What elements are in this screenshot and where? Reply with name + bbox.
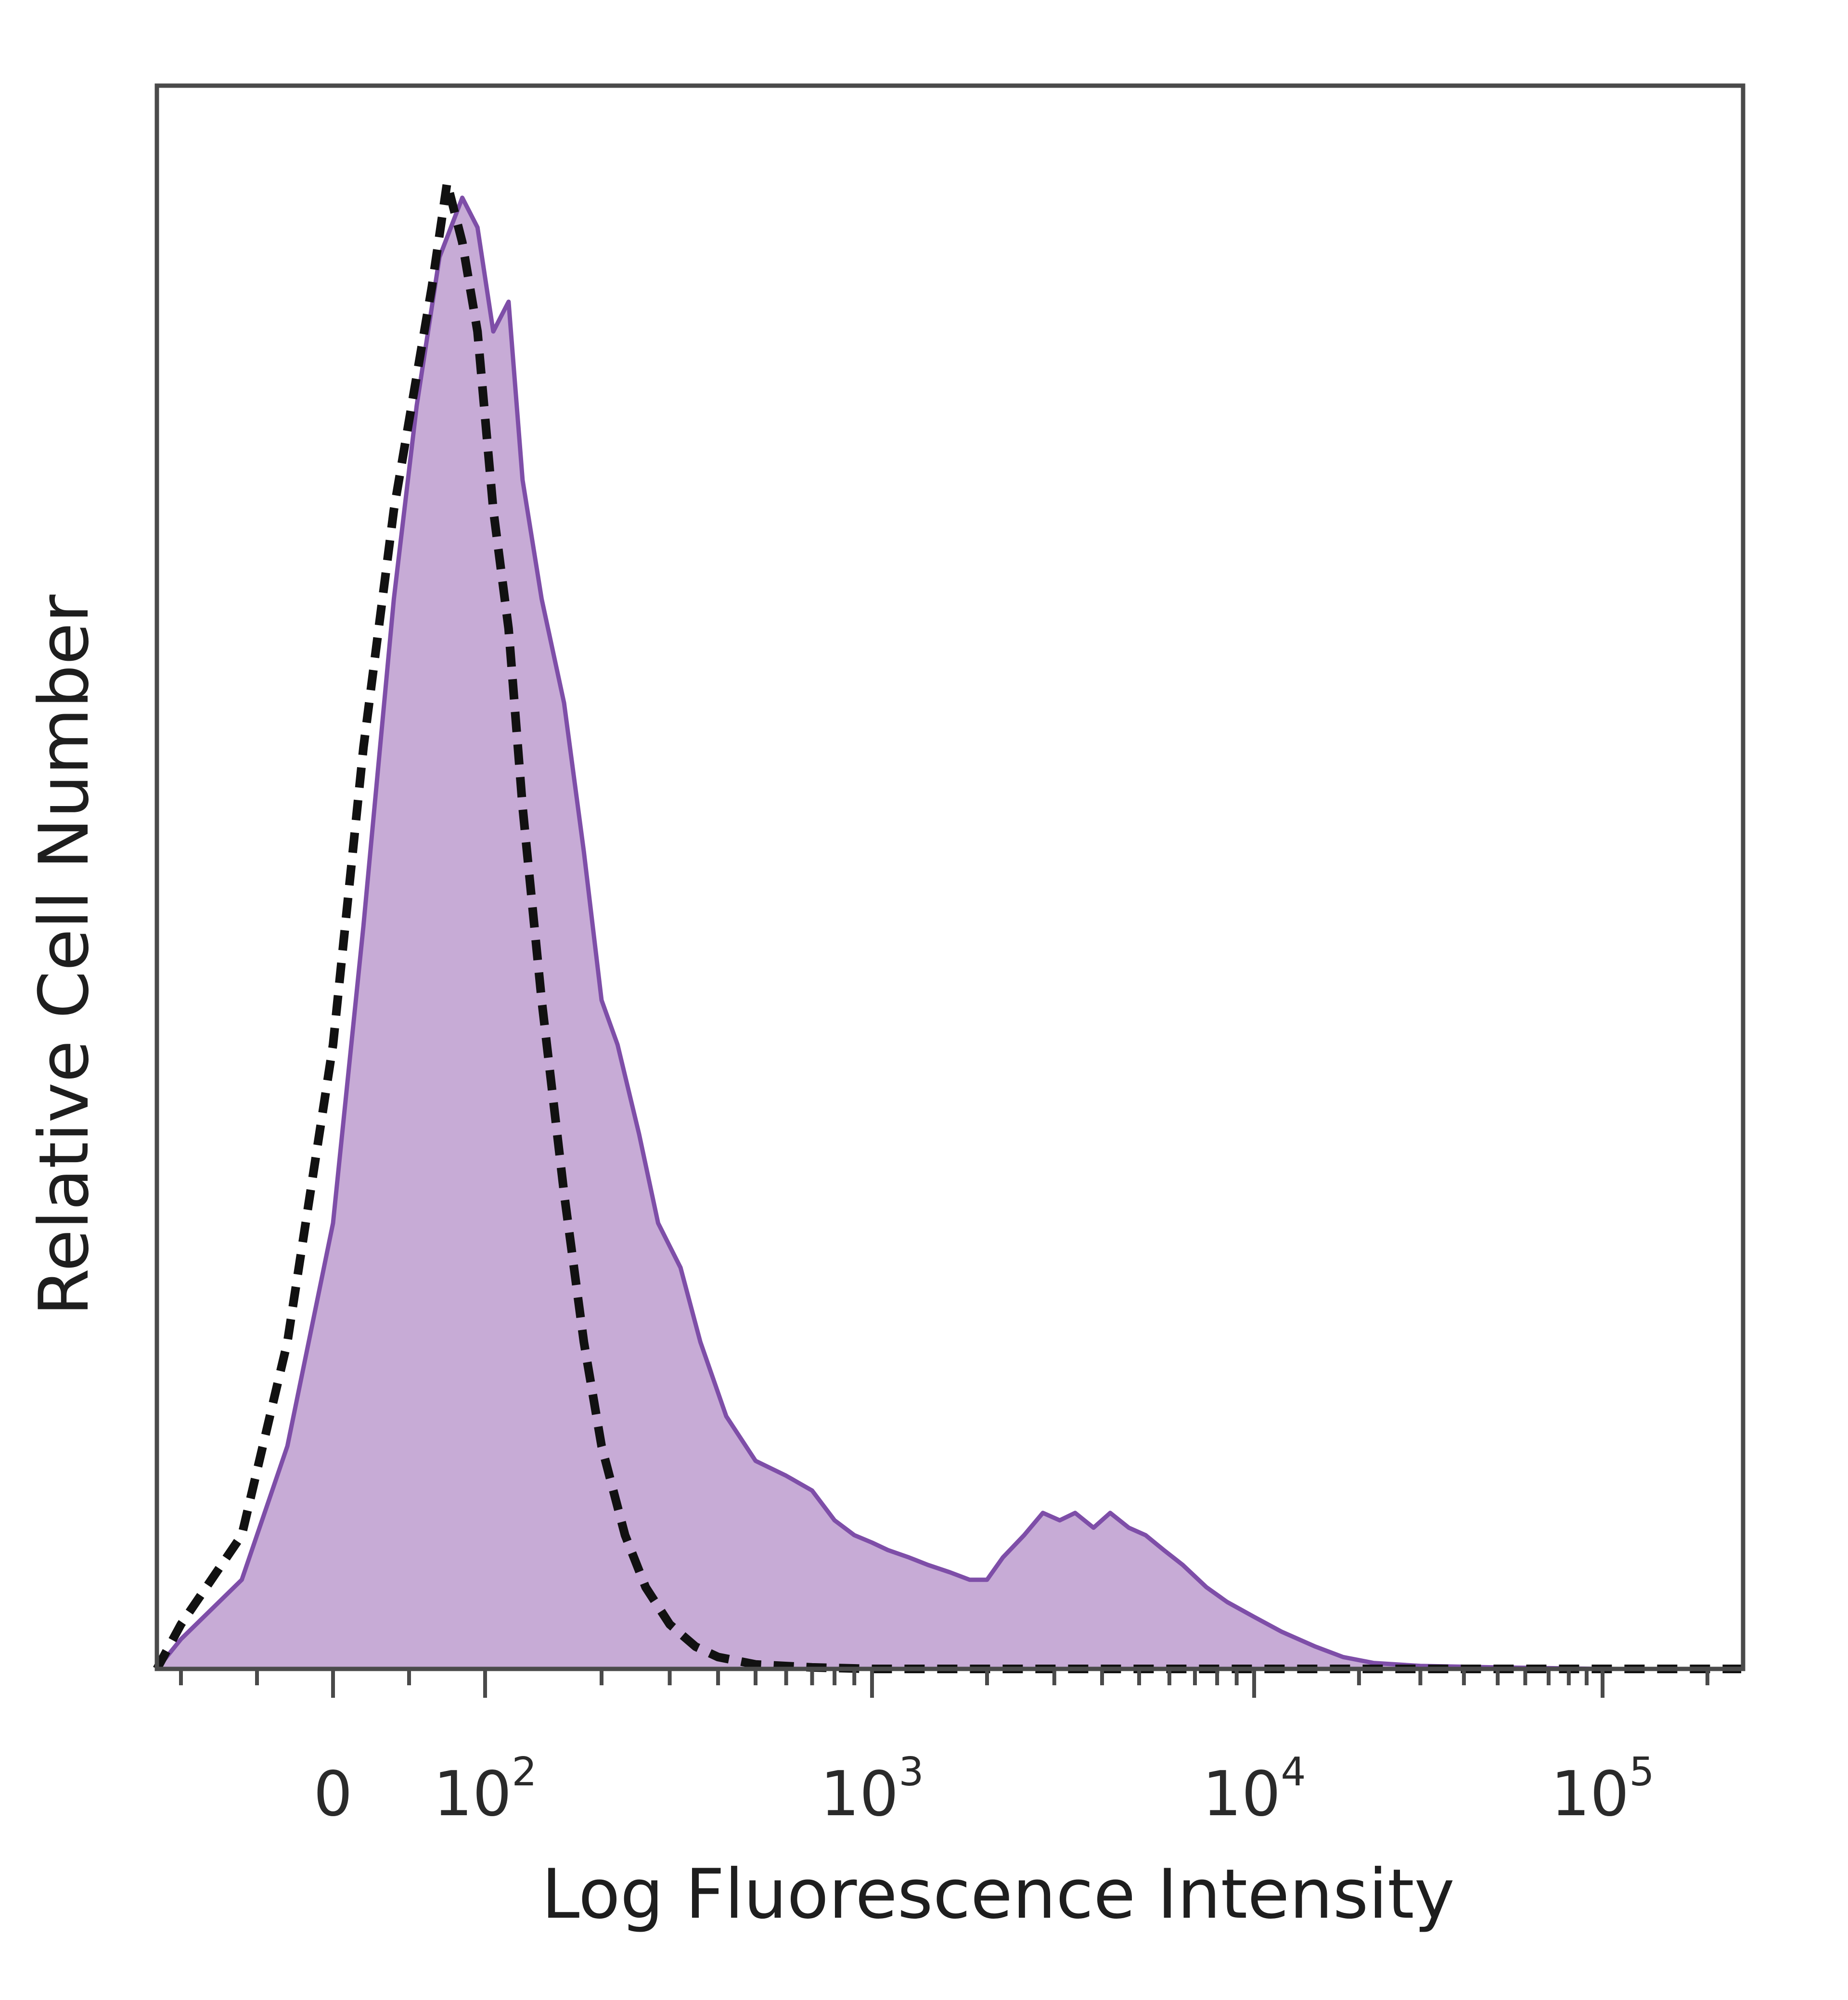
x-tick-label: 103 [820, 1749, 924, 1830]
x-axis-label: Log Fluorescence Intensity [541, 1855, 1454, 1934]
control-histogram-dashed-line [153, 179, 1742, 1673]
x-axis-ticks [179, 1669, 1709, 1698]
x-tick-label: 105 [1551, 1749, 1654, 1830]
stained-histogram-area [157, 197, 1742, 1669]
stained-histogram-line [155, 195, 1742, 1671]
x-tick-label: 104 [1202, 1749, 1306, 1830]
x-axis-tick-labels: 0 102 103 104 105 [313, 1749, 1654, 1830]
x-tick-label: 102 [433, 1749, 537, 1830]
plot-frame [154, 83, 1745, 1671]
x-tick-label: 0 [313, 1758, 352, 1830]
y-axis-label: Relative Cell Number [25, 594, 104, 1316]
plot-area [153, 179, 1742, 1673]
